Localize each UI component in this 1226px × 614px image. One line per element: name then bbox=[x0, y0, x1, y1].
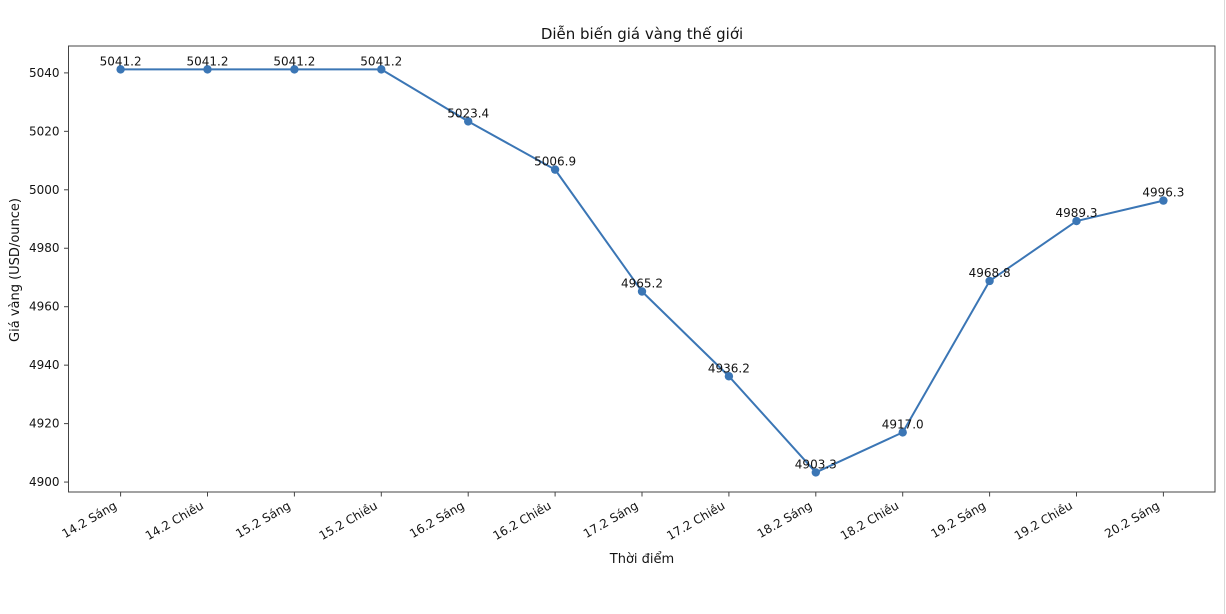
x-tick-label: 17.2 Chiều bbox=[664, 498, 727, 543]
y-tick-label: 4940 bbox=[29, 358, 60, 372]
point-value-label: 5041.2 bbox=[273, 54, 315, 68]
point-value-label: 4996.3 bbox=[1142, 186, 1184, 200]
x-tick-label: 18.2 Sáng bbox=[755, 498, 815, 540]
data-point-marker bbox=[724, 372, 734, 381]
data-point-marker bbox=[637, 287, 647, 296]
data-point-marker bbox=[811, 468, 820, 477]
data-point-marker bbox=[1072, 216, 1081, 226]
x-tick-label: 18.2 Chiều bbox=[838, 498, 901, 543]
y-tick-label: 5020 bbox=[29, 124, 60, 138]
y-tick-label: 4900 bbox=[29, 475, 60, 489]
point-value-label: 4936.2 bbox=[708, 361, 750, 375]
x-tick-label: 15.2 Chiều bbox=[317, 498, 380, 543]
data-point-marker bbox=[377, 65, 386, 74]
point-value-label: 4968.8 bbox=[969, 266, 1011, 280]
data-point-marker bbox=[550, 165, 560, 174]
x-tick-label: 20.2 Sáng bbox=[1102, 498, 1162, 540]
data-point-marker bbox=[898, 428, 907, 437]
y-tick-label: 5040 bbox=[29, 66, 60, 80]
point-value-label: 4989.3 bbox=[1056, 206, 1098, 220]
chart-title: Diễn biến giá vàng thế giới bbox=[541, 25, 743, 43]
y-tick-label: 4960 bbox=[29, 300, 60, 314]
x-tick-label: 19.2 Chiều bbox=[1012, 498, 1075, 543]
y-tick-label: 4920 bbox=[29, 417, 60, 431]
data-point-marker bbox=[464, 117, 473, 126]
data-point-marker bbox=[290, 65, 299, 74]
y-axis-label: Giá vàng (USD/ounce) bbox=[8, 198, 23, 342]
point-value-label: 5023.4 bbox=[447, 106, 489, 120]
plot-area: 4900 4920 4940 4960 4980 5000 5020 5040 14.2 Sán… bbox=[29, 45, 1216, 543]
data-point-marker bbox=[116, 65, 125, 74]
point-value-label: 4917.0 bbox=[882, 417, 924, 431]
y-tick-label: 5000 bbox=[29, 183, 60, 197]
data-point-marker bbox=[985, 276, 994, 286]
y-tick-label: 4980 bbox=[29, 241, 60, 255]
point-value-label: 5006.9 bbox=[534, 155, 576, 169]
x-tick-label: 16.2 Sáng bbox=[407, 498, 467, 540]
x-tick-label: 17.2 Sáng bbox=[581, 498, 641, 540]
point-value-label: 5041.2 bbox=[360, 54, 402, 68]
point-value-label: 5041.2 bbox=[100, 54, 142, 68]
point-value-label: 5041.2 bbox=[187, 54, 229, 68]
point-value-label: 4965.2 bbox=[621, 277, 663, 291]
x-tick-label: 16.2 Chiều bbox=[490, 498, 553, 543]
data-point-marker bbox=[1159, 196, 1168, 205]
x-axis-label: Thời điểm bbox=[609, 552, 674, 567]
x-tick-label: 19.2 Sáng bbox=[929, 498, 989, 540]
x-tick-label: 14.2 Chiều bbox=[143, 498, 206, 543]
data-point-marker bbox=[203, 65, 212, 74]
point-value-label: 4903.3 bbox=[795, 457, 837, 471]
x-tick-label: 14.2 Sáng bbox=[60, 498, 120, 540]
plot-border bbox=[68, 45, 1216, 493]
x-tick-label: 15.2 Sáng bbox=[233, 498, 293, 540]
